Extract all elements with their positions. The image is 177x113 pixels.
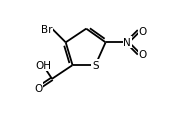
Text: N: N [123,38,131,48]
Text: S: S [92,61,99,71]
Text: O: O [34,83,42,93]
Text: O: O [139,27,147,37]
Text: OH: OH [35,61,51,71]
Text: Br: Br [41,24,52,34]
Text: O: O [139,49,147,59]
